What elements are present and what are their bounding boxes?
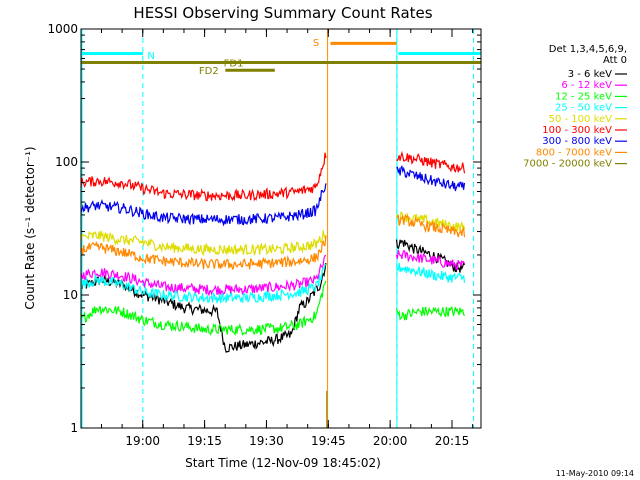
flag-label: N xyxy=(147,51,154,62)
flag-label: FD1 xyxy=(224,58,244,69)
legend-entry-label: 50 - 100 keV xyxy=(549,114,613,125)
series-line xyxy=(80,165,466,227)
legend-entry-label: 12 - 25 keV xyxy=(555,91,612,102)
y-axis-label: Count Rate (s⁻¹ detector⁻¹) xyxy=(23,146,37,309)
series-line xyxy=(80,150,466,202)
x-tick-label: 20:15 xyxy=(435,434,470,448)
legend-entry-label: 300 - 800 keV xyxy=(542,136,612,147)
legend-entry-label: 100 - 300 keV xyxy=(542,125,612,136)
legend-entry-label: 25 - 50 keV xyxy=(555,103,612,114)
y-tick-label: 10 xyxy=(63,288,78,302)
y-tick-label: 1000 xyxy=(47,22,78,36)
plot-area: N S FD1 FD2 xyxy=(80,29,481,428)
footer-date: 11-May-2010 09:14 xyxy=(556,469,634,478)
series-line xyxy=(80,213,466,270)
legend-entry-label: 6 - 12 keV xyxy=(561,80,612,91)
x-tick-label: 19:30 xyxy=(249,434,284,448)
y-tick-label: 100 xyxy=(55,155,78,169)
series-line xyxy=(80,249,466,297)
series-line xyxy=(80,263,466,304)
x-tick-label: 19:45 xyxy=(311,434,346,448)
axes: 1 10 100 1000 19:00 19:15 19:30 19:45 20:00 20:15 xyxy=(47,22,481,448)
legend-entry-label: 7000 - 20000 keV xyxy=(523,159,612,170)
flag-label: FD2 xyxy=(199,66,219,77)
flag-label: S xyxy=(313,38,319,49)
legend-header-line2: Att 0 xyxy=(603,55,627,66)
x-axis-label: Start Time (12-Nov-09 18:45:02) xyxy=(185,456,381,470)
x-tick-label: 19:15 xyxy=(187,434,222,448)
y-tick-label: 1 xyxy=(70,421,78,435)
legend-entry-label: 800 - 7000 keV xyxy=(536,147,612,158)
series-line xyxy=(80,280,466,337)
plot-frame xyxy=(80,28,482,429)
x-tick-label: 20:00 xyxy=(373,434,408,448)
x-tick-label: 19:00 xyxy=(125,434,160,448)
chart-title: HESSI Observing Summary Count Rates xyxy=(133,4,432,22)
legend-header-line1: Det 1,3,4,5,6,9, xyxy=(549,44,627,55)
legend-entry-label: 3 - 6 keV xyxy=(568,69,612,80)
